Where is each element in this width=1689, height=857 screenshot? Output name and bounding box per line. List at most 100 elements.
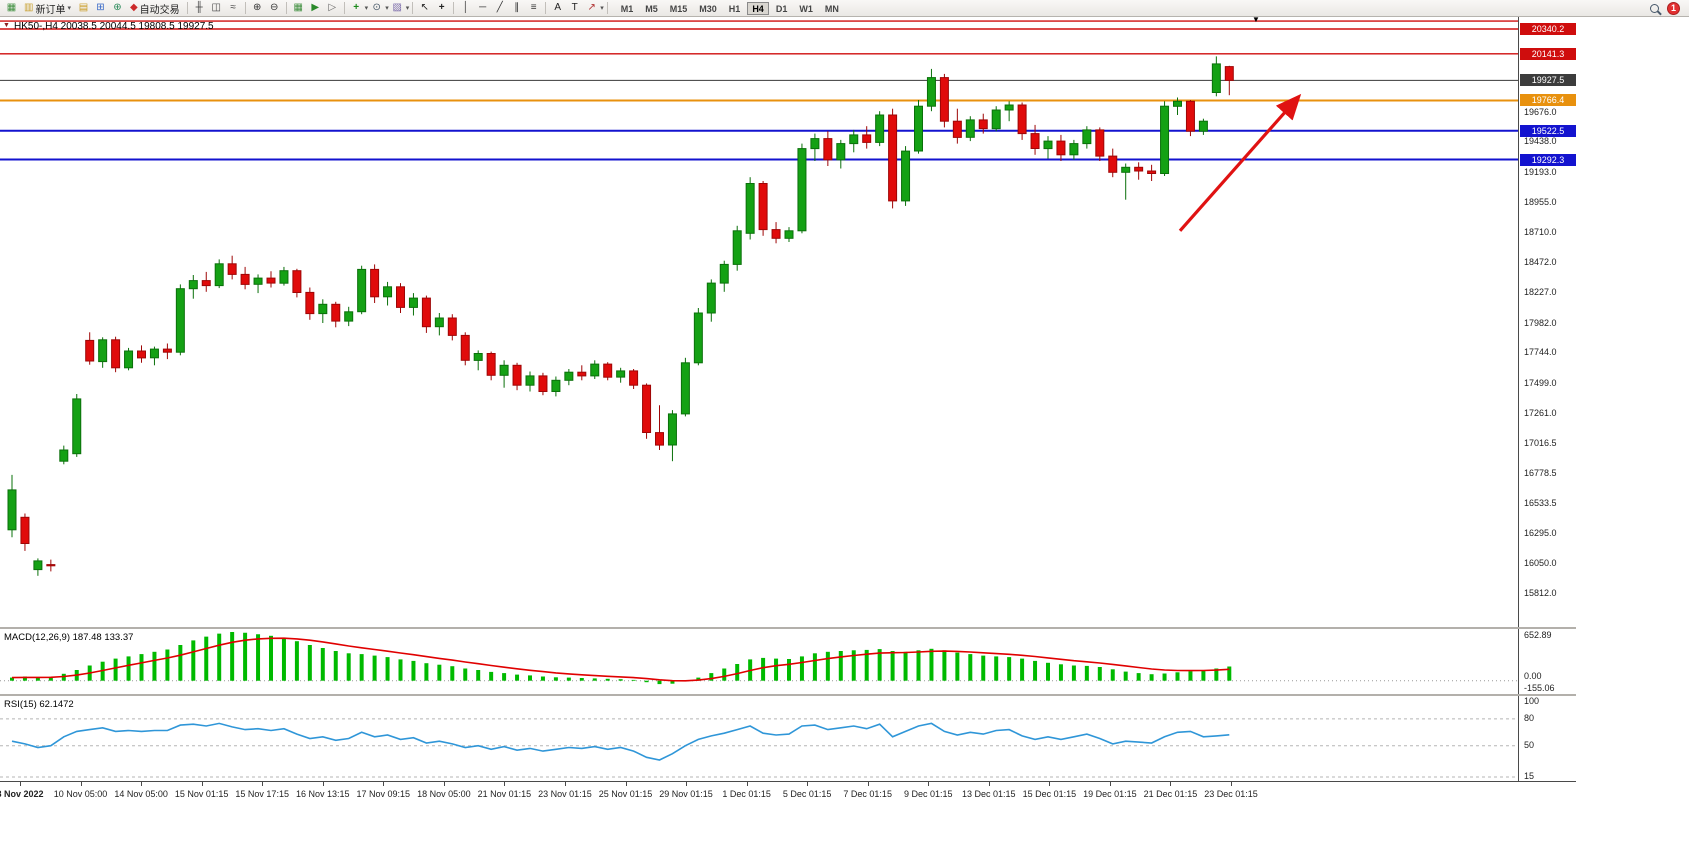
time-label: 15 Nov 17:15 (235, 789, 289, 799)
rsi-level-50: 50 (1524, 740, 1535, 750)
time-tick (80, 782, 82, 786)
main-chart-canvas[interactable] (0, 17, 1518, 627)
market-watch-icon[interactable]: ▤ (78, 2, 89, 13)
time-label: 15 Dec 01:15 (1022, 789, 1077, 799)
arrows-button[interactable]: ↗ (587, 2, 596, 13)
time-tick (1231, 782, 1232, 786)
chart-shift-marker-icon[interactable]: ▼ (1252, 17, 1260, 24)
new-chart-icon[interactable]: ▦ (6, 2, 17, 13)
main-chart-panel[interactable]: ▼ HK50-,H4 20038.5 20044.5 19808.5 19927… (0, 17, 1518, 627)
price-tick: 16050.0 (1524, 558, 1557, 568)
timeframe-h4[interactable]: H4 (747, 1, 769, 15)
main-toolbar: ▦ ▥ 新订单 ▾ ▤ ⊞ ⊕ ◆ 自动交易 ╫ ◫ ≈ ⊕ ⊖ ▦ ▶ ▷ +… (0, 0, 1689, 17)
time-label: 7 Dec 01:15 (843, 789, 892, 799)
chevron-down-icon: ▾ (600, 5, 604, 12)
timeframe-w1[interactable]: W1 (799, 3, 813, 14)
timeframe-d1[interactable]: D1 (775, 3, 788, 14)
new-order-label: 新订单 (35, 4, 66, 16)
time-tick (141, 782, 143, 786)
price-tick: 16533.5 (1524, 498, 1557, 508)
auto-scroll-button[interactable]: ▶ (311, 2, 320, 13)
zoom-out-button[interactable]: ⊖ (269, 2, 279, 13)
time-tick (625, 782, 627, 786)
new-order-icon: ▥ (24, 2, 34, 13)
timeframe-h1[interactable]: H1 (728, 3, 741, 14)
timeframe-m5[interactable]: M5 (645, 3, 658, 14)
chart-shift-button[interactable]: ▷ (328, 2, 337, 13)
toolbar-separator (343, 2, 345, 14)
chart-title: HK50-,H4 20038.5 20044.5 19808.5 19927.5 (14, 21, 214, 32)
price-tick: 18227.0 (1524, 287, 1557, 297)
time-tick (807, 782, 809, 786)
time-label: 23 Nov 01:15 (538, 789, 592, 799)
time-label: 29 Nov 01:15 (659, 789, 713, 799)
macd-scale-min: -155.06 (1524, 683, 1555, 693)
vertical-line-button[interactable]: │ (462, 2, 469, 13)
timeframe-m15[interactable]: M15 (669, 3, 688, 14)
search-icon[interactable] (1650, 3, 1659, 13)
timeframe-group: M1 M5 M15 M30 H1 H4 D1 W1 MN (615, 1, 845, 15)
time-label: 1 Dec 01:15 (722, 789, 771, 799)
price-tick: 16295.0 (1524, 528, 1557, 538)
time-label: 13 Dec 01:15 (962, 789, 1016, 799)
periods-button[interactable]: ⊙ (372, 2, 381, 13)
chevron-down-icon: ▾ (67, 5, 71, 12)
trend-arrow[interactable] (1178, 93, 1302, 232)
templates-button[interactable]: ▧ (392, 2, 402, 13)
time-label: 19 Dec 01:15 (1083, 789, 1137, 799)
time-label: 18 Nov 05:00 (417, 789, 471, 799)
price-tag: 19927.5 (1520, 74, 1576, 86)
time-tick (383, 782, 385, 786)
macd-canvas[interactable] (0, 629, 1518, 694)
text-button[interactable]: A (554, 2, 562, 13)
horizontal-line-button[interactable]: ─ (479, 2, 487, 13)
chart-menu-icon[interactable]: ▼ (3, 22, 10, 29)
crosshair-button[interactable]: + (438, 2, 445, 13)
trendline-button[interactable]: ╱ (496, 2, 503, 13)
toolbar-separator (285, 2, 287, 14)
chevron-down-icon: ▾ (364, 5, 369, 12)
rsi-level-100: 100 (1524, 696, 1540, 706)
tile-windows-button[interactable]: ▦ (293, 2, 303, 13)
notification-badge[interactable]: 1 (1667, 1, 1680, 15)
time-tick (1170, 782, 1172, 786)
fibonacci-button[interactable]: ≡ (530, 2, 537, 13)
cursor-button[interactable]: ↖ (420, 2, 429, 13)
autotrading-button[interactable]: ◆ 自动交易 (126, 1, 184, 16)
timeframe-m30[interactable]: M30 (699, 3, 717, 14)
time-axis[interactable]: 8 Nov 2022 10 Nov 05:00 14 Nov 05:00 15 Nov… (0, 781, 1576, 803)
indicators-button[interactable]: + (353, 2, 360, 13)
panel-divider[interactable] (0, 627, 1576, 629)
price-tag: 19766.4 (1520, 94, 1576, 106)
time-tick (262, 782, 264, 786)
time-tick (1049, 782, 1051, 786)
price-tick: 15812.0 (1524, 588, 1557, 598)
chevron-down-icon: ▾ (405, 5, 410, 12)
line-chart-type-button[interactable]: ≈ (230, 2, 236, 13)
macd-scale[interactable]: 652.89 0.00 -155.06 (1518, 629, 1576, 694)
bar-chart-type-button[interactable]: ╫ (195, 2, 203, 13)
time-label: 17 Nov 09:15 (356, 789, 411, 799)
navigator-icon[interactable]: ⊕ (113, 2, 122, 13)
candlestick-chart-type-button[interactable]: ◫ (211, 2, 221, 13)
price-tick: 19676.0 (1524, 107, 1557, 117)
rsi-canvas[interactable] (0, 696, 1518, 781)
new-order-button[interactable]: ▥ 新订单 ▾ (20, 1, 75, 16)
rsi-scale[interactable]: 100 80 50 15 (1518, 696, 1576, 781)
text-label-button[interactable]: T (571, 2, 578, 13)
zoom-in-button[interactable]: ⊕ (252, 2, 262, 13)
channel-button[interactable]: ∥ (514, 2, 520, 13)
price-tag: 19292.3 (1520, 154, 1576, 166)
price-tick: 17499.0 (1524, 378, 1557, 388)
timeframe-mn[interactable]: MN (824, 3, 839, 14)
toolbar-separator (244, 2, 246, 14)
price-scale[interactable]: 19676.0 19438.0 19193.0 18955.0 18710.0 18472… (1518, 17, 1576, 627)
time-label: 25 Nov 01:15 (598, 789, 653, 799)
macd-panel[interactable]: MACD(12,26,9) 187.48 133.37 (0, 629, 1518, 694)
time-label: 9 Dec 01:15 (903, 789, 953, 799)
panel-divider[interactable] (0, 694, 1576, 696)
rsi-panel[interactable]: RSI(15) 62.1472 (0, 696, 1518, 781)
data-window-icon[interactable]: ⊞ (96, 2, 105, 13)
hlines-layer[interactable] (0, 20, 1518, 161)
timeframe-m1[interactable]: M1 (620, 3, 634, 14)
